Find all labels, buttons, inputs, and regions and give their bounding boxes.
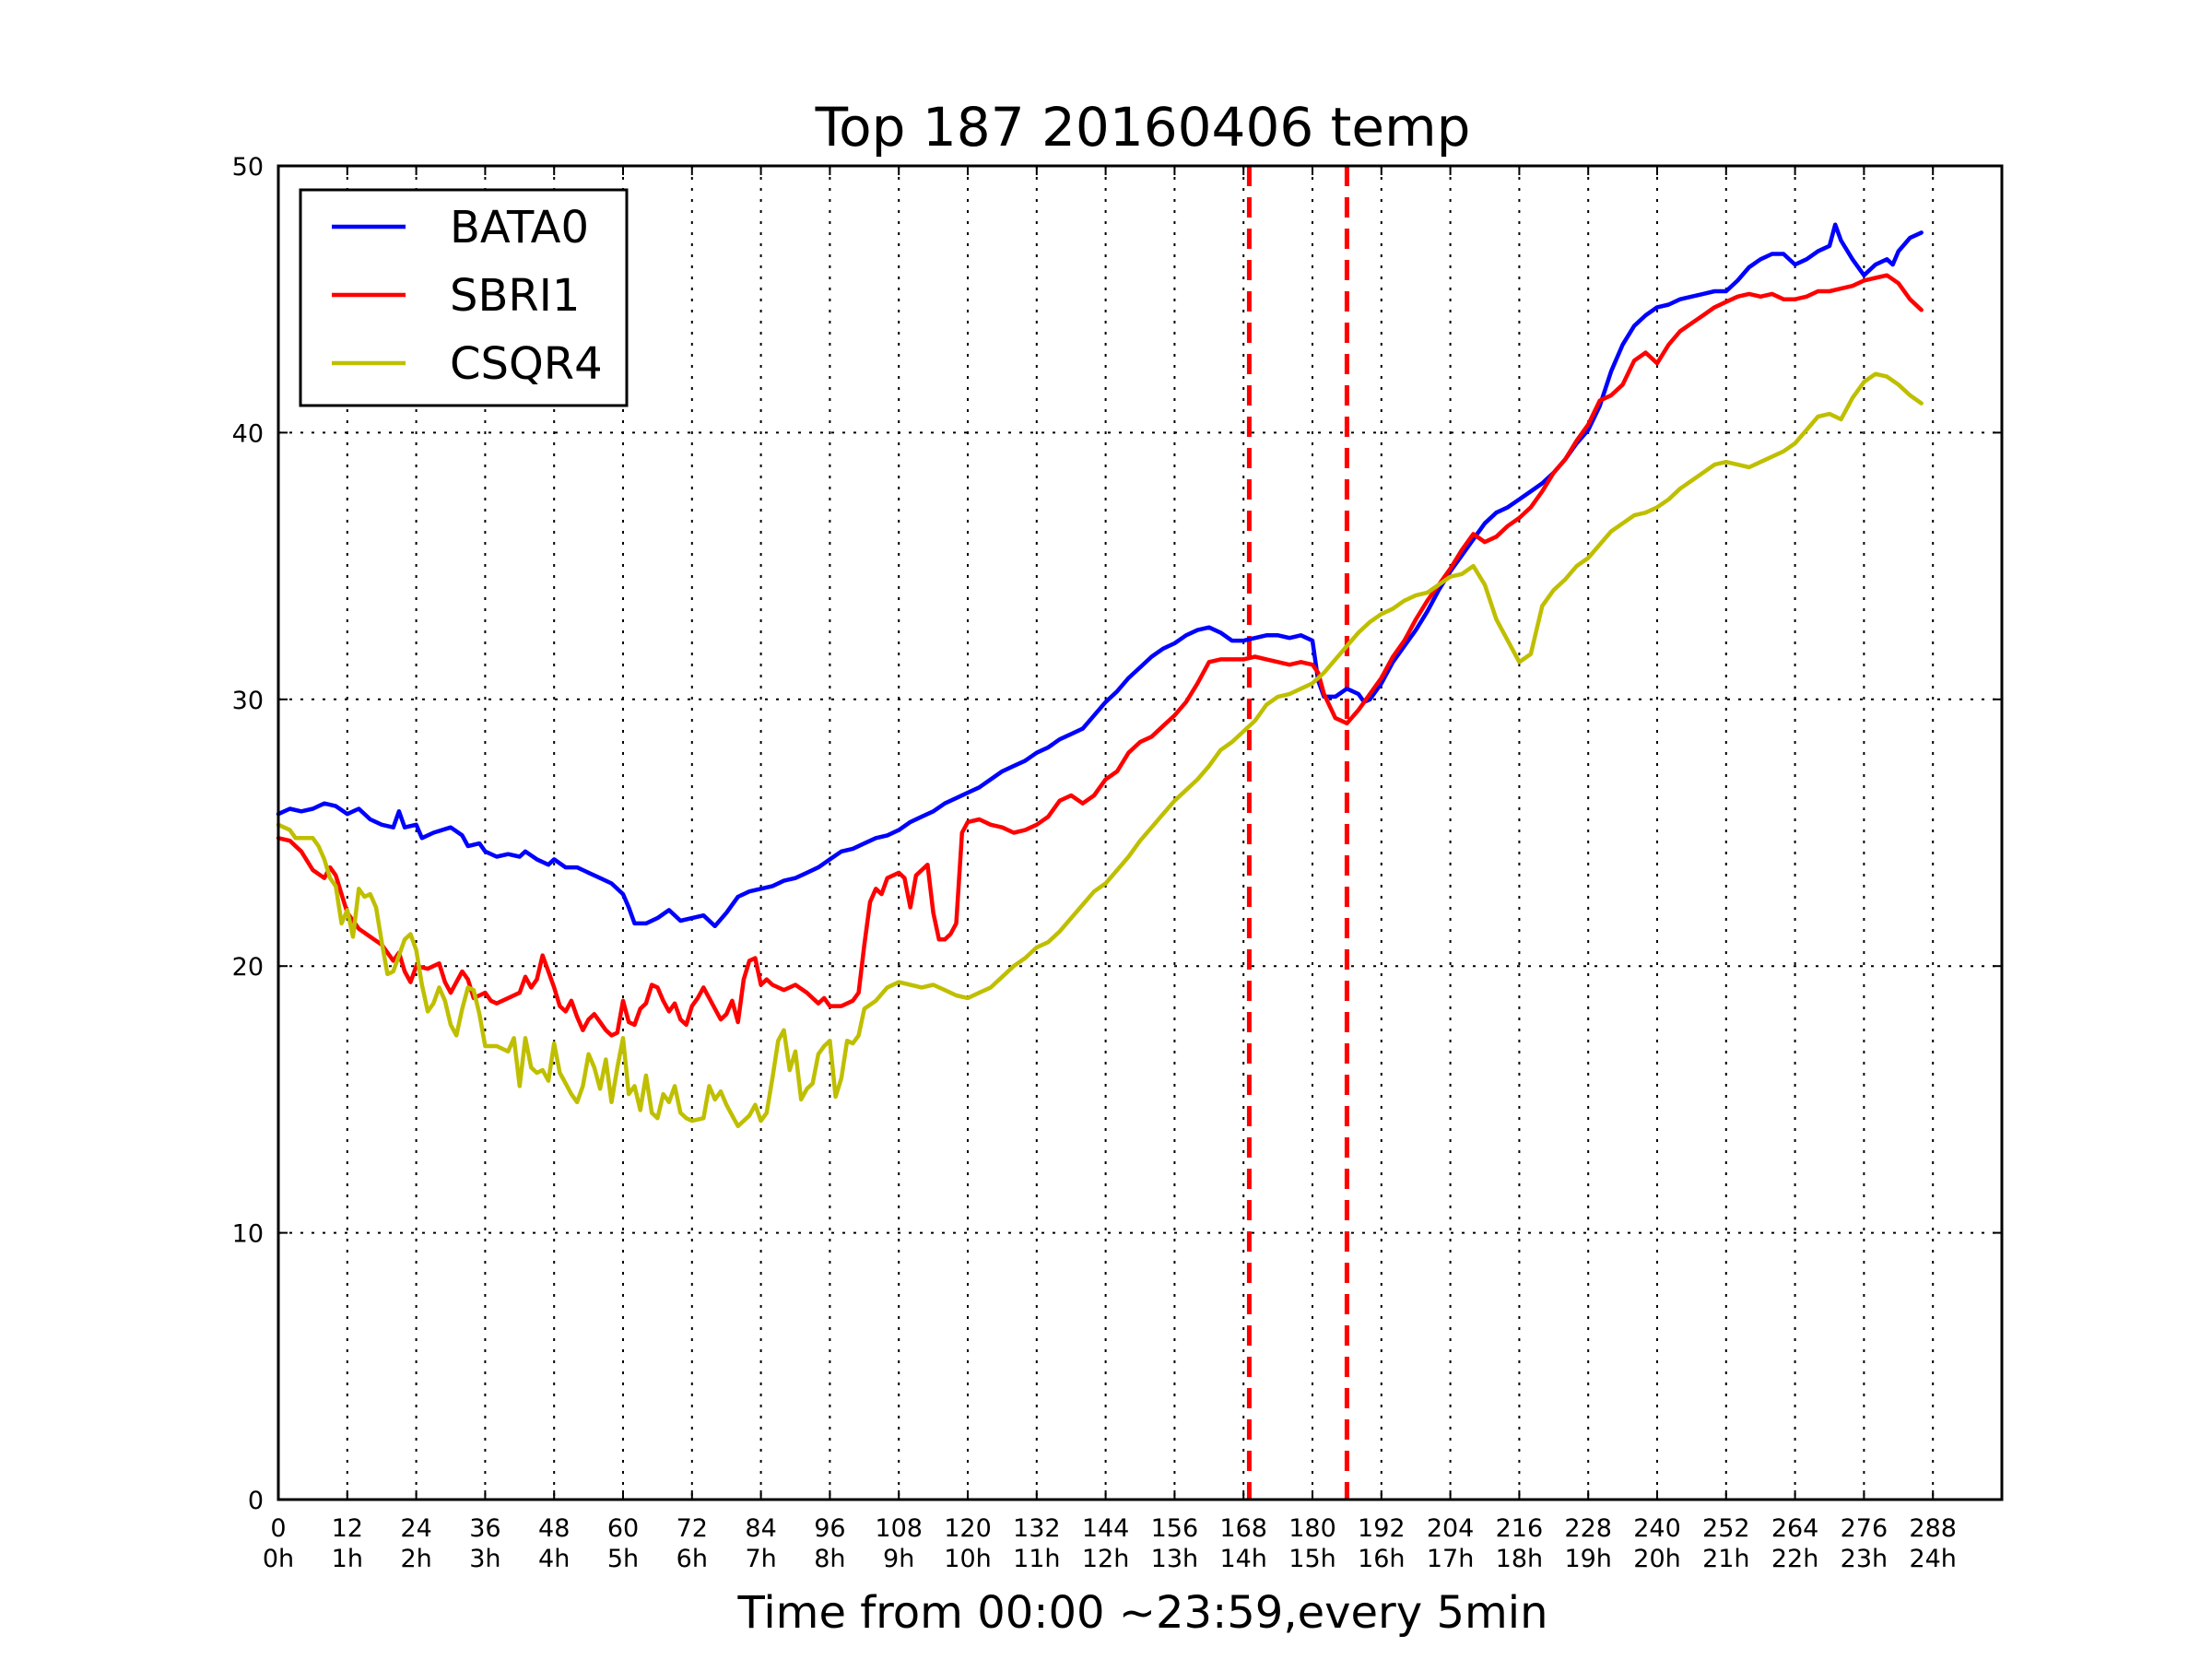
x-tick-label: 240 xyxy=(1633,1514,1681,1543)
x-tick-label: 12 xyxy=(332,1514,363,1543)
y-tick-label: 40 xyxy=(232,419,264,448)
series-line-bata0 xyxy=(276,222,1924,929)
x-tick-label: 288 xyxy=(1909,1514,1957,1543)
x-tick-label-hour: 4h xyxy=(538,1545,570,1573)
x-tick-label: 252 xyxy=(1702,1514,1750,1543)
x-tick-label: 0 xyxy=(270,1514,286,1543)
x-tick-label-hour: 10h xyxy=(944,1545,991,1573)
y-tick-label: 10 xyxy=(232,1220,264,1249)
x-tick-label: 216 xyxy=(1496,1514,1544,1543)
x-tick-label: 264 xyxy=(1771,1514,1819,1543)
x-tick-label-hour: 21h xyxy=(1702,1545,1749,1573)
x-tick-label-hour: 22h xyxy=(1771,1545,1818,1573)
x-tick-label: 48 xyxy=(538,1514,570,1543)
legend-items: BATA0 SBRI1 CSQR4 xyxy=(332,202,603,390)
x-tick-label: 156 xyxy=(1151,1514,1199,1543)
x-tick-label-hour: 12h xyxy=(1082,1545,1129,1573)
x-tick-label-hour: 0h xyxy=(263,1545,294,1573)
y-tick-label: 50 xyxy=(232,153,264,182)
x-tick-label-hour: 14h xyxy=(1219,1545,1266,1573)
x-tick-label: 228 xyxy=(1564,1514,1612,1543)
x-tick-label: 192 xyxy=(1358,1514,1406,1543)
x-tick-label-hour: 16h xyxy=(1358,1545,1405,1573)
series-line-sbri1 xyxy=(276,273,1924,1038)
series-line-csqr4 xyxy=(276,371,1924,1129)
series-lines xyxy=(276,222,1924,1129)
x-tick-label-hour: 15h xyxy=(1288,1545,1335,1573)
vertical-markers xyxy=(1246,166,1349,1500)
x-tick-label-hour: 7h xyxy=(745,1545,776,1573)
x-tick-label: 108 xyxy=(875,1514,923,1543)
x-tick-label-hour: 1h xyxy=(332,1545,363,1573)
x-tick-label: 276 xyxy=(1841,1514,1888,1543)
x-tick-label: 144 xyxy=(1082,1514,1130,1543)
x-tick-label: 84 xyxy=(745,1514,776,1543)
x-tick-label-hour: 23h xyxy=(1841,1545,1888,1573)
x-tick-label: 24 xyxy=(400,1514,431,1543)
legend-label-bata0: BATA0 xyxy=(450,202,589,253)
x-axis-label: Time from 00:00 ~23:59,every 5min xyxy=(737,1587,1548,1639)
plot-frame xyxy=(276,164,2004,1501)
x-tick-label-hour: 18h xyxy=(1496,1545,1543,1573)
y-axis-ticks: 0 10 20 30 40 50 xyxy=(232,153,2002,1515)
x-tick-label-hour: 2h xyxy=(400,1545,431,1573)
x-tick-label-hour: 24h xyxy=(1909,1545,1956,1573)
legend-label-sbri1: SBRI1 xyxy=(450,270,580,322)
x-tick-label: 132 xyxy=(1013,1514,1061,1543)
x-tick-label: 36 xyxy=(469,1514,500,1543)
x-tick-label-hour: 5h xyxy=(607,1545,639,1573)
x-tick-label: 72 xyxy=(677,1514,708,1543)
y-tick-label: 30 xyxy=(232,687,264,715)
x-tick-label: 204 xyxy=(1427,1514,1475,1543)
x-tick-label-hour: 19h xyxy=(1564,1545,1611,1573)
x-tick-label-hour: 17h xyxy=(1427,1545,1474,1573)
chart-title: Top 187 20160406 temp xyxy=(815,96,1471,159)
x-tick-label-hour: 6h xyxy=(677,1545,708,1573)
x-tick-label-hour: 9h xyxy=(883,1545,914,1573)
x-tick-label-hour: 13h xyxy=(1151,1545,1198,1573)
x-tick-label-hour: 8h xyxy=(814,1545,845,1573)
x-tick-label: 180 xyxy=(1288,1514,1336,1543)
y-tick-label: 20 xyxy=(232,953,264,982)
x-tick-label: 96 xyxy=(814,1514,845,1543)
x-tick-label: 120 xyxy=(944,1514,992,1543)
legend-label-csqr4: CSQR4 xyxy=(450,338,603,390)
legend: BATA0 SBRI1 CSQR4 xyxy=(299,188,629,407)
x-tick-label-hour: 11h xyxy=(1013,1545,1060,1573)
y-tick-label: 0 xyxy=(248,1487,264,1515)
x-tick-label-hour: 3h xyxy=(469,1545,500,1573)
x-tick-label: 60 xyxy=(607,1514,639,1543)
x-tick-label: 168 xyxy=(1219,1514,1267,1543)
x-tick-label-hour: 20h xyxy=(1633,1545,1680,1573)
